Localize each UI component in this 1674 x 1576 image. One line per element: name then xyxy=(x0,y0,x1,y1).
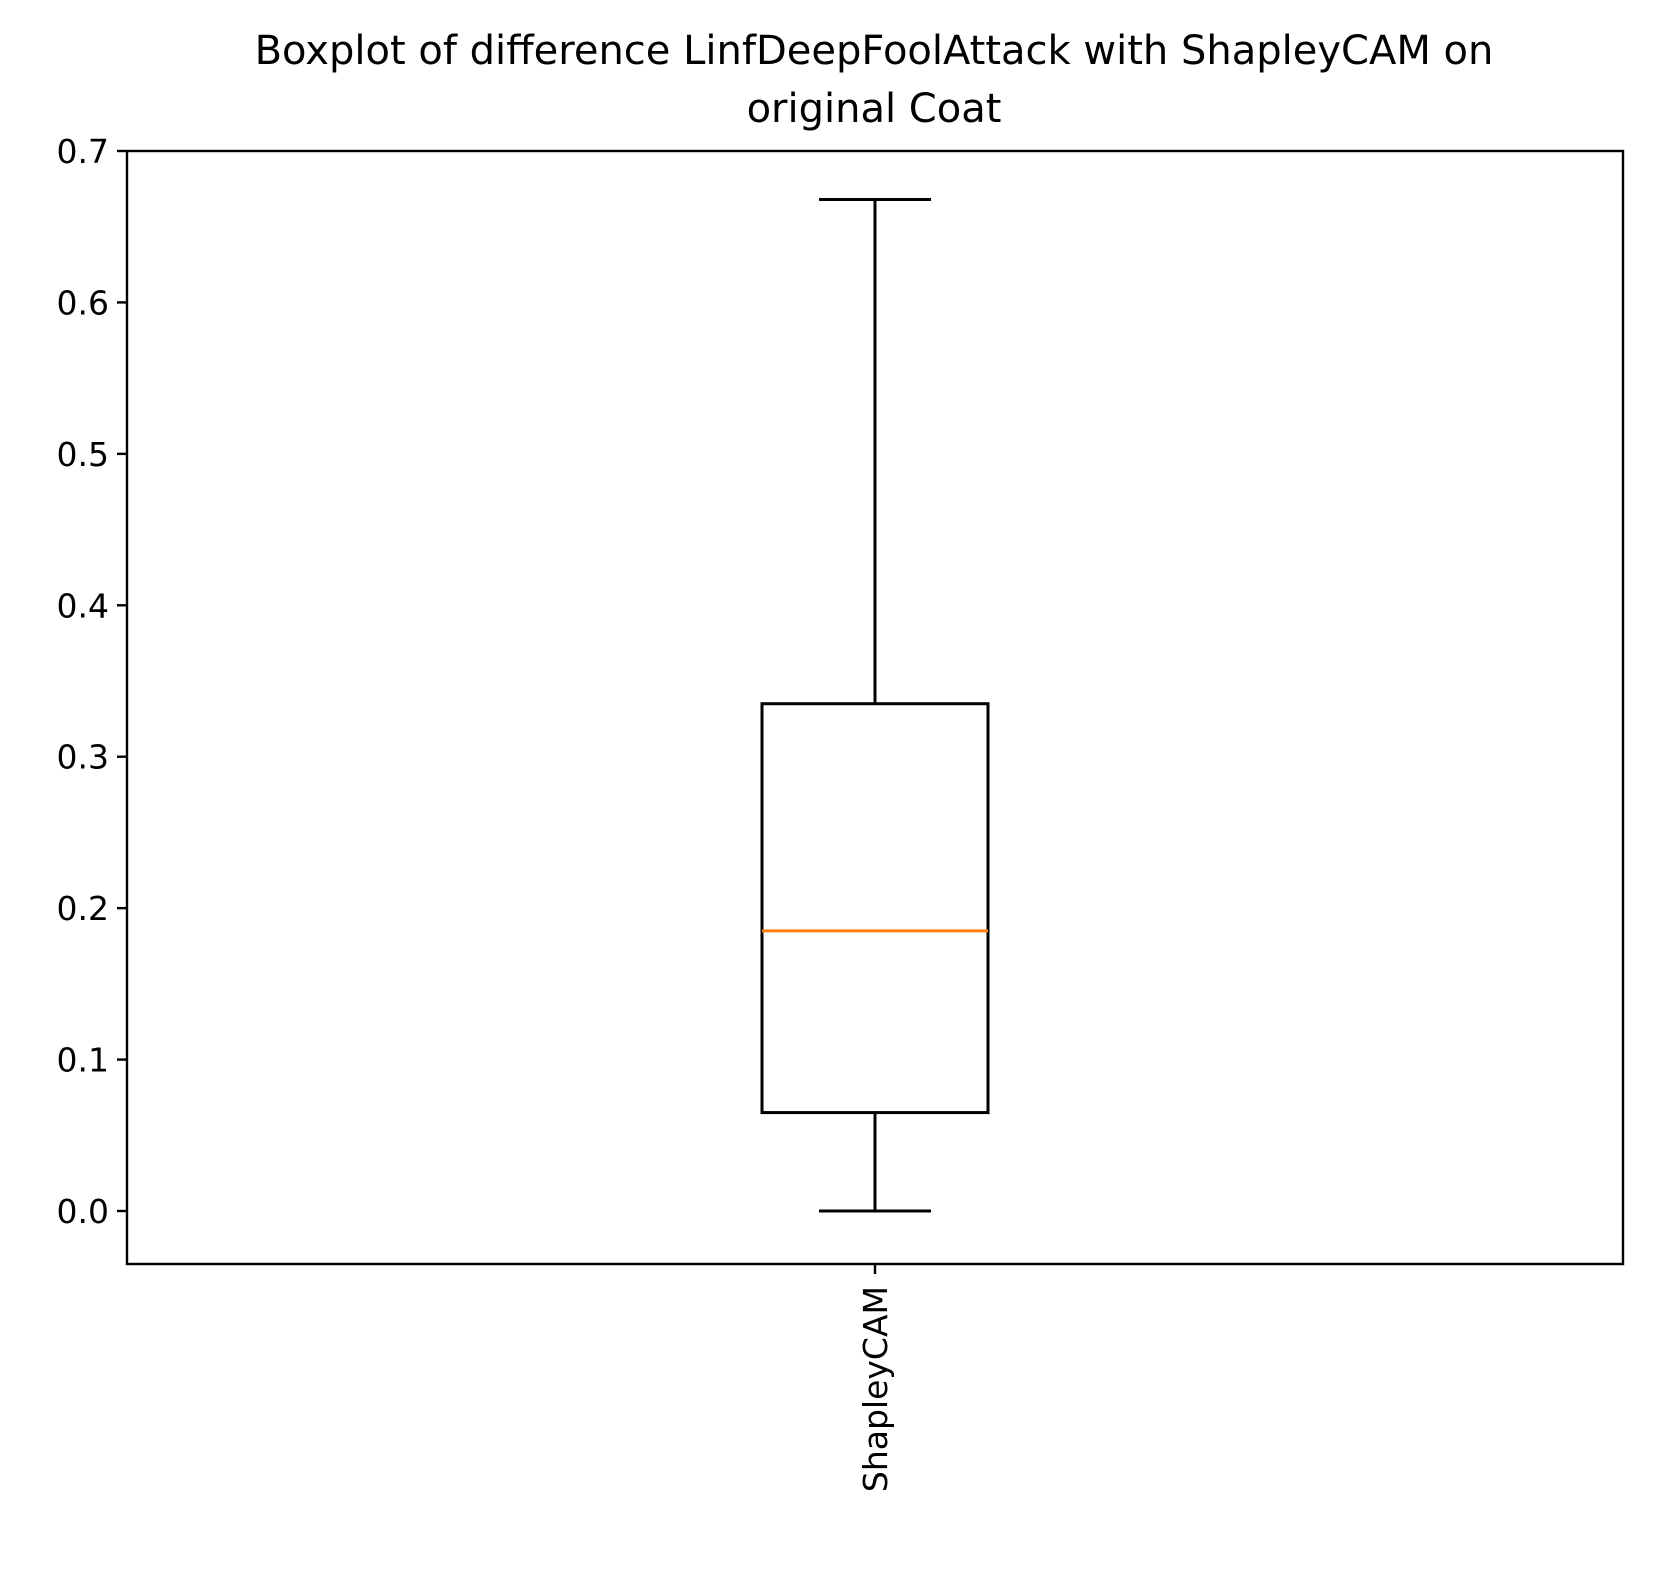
y-tick-label: 0.0 xyxy=(57,1192,109,1231)
box-iqr xyxy=(760,702,990,1115)
y-tick-label: 0.5 xyxy=(57,435,109,474)
y-tick-label: 0.1 xyxy=(57,1041,109,1080)
plot-area: 0.0 0.1 0.2 0.3 0.4 0.5 0.6 0.7 ShapleyCAM xyxy=(57,132,990,1492)
y-tick-label: 0.3 xyxy=(57,738,109,777)
axes-frame xyxy=(125,149,1625,1266)
y-tick-label: 0.6 xyxy=(57,283,109,322)
y-tick-label: 0.7 xyxy=(57,132,109,171)
chart-title-line-1: Boxplot of difference LinfDeepFoolAttack… xyxy=(255,28,1494,74)
y-tick-label: 0.4 xyxy=(57,586,109,625)
x-tick-label: ShapleyCAM xyxy=(856,1286,895,1492)
y-tick-label: 0.2 xyxy=(57,889,109,928)
chart-title-line-2: original Coat xyxy=(747,86,1002,132)
